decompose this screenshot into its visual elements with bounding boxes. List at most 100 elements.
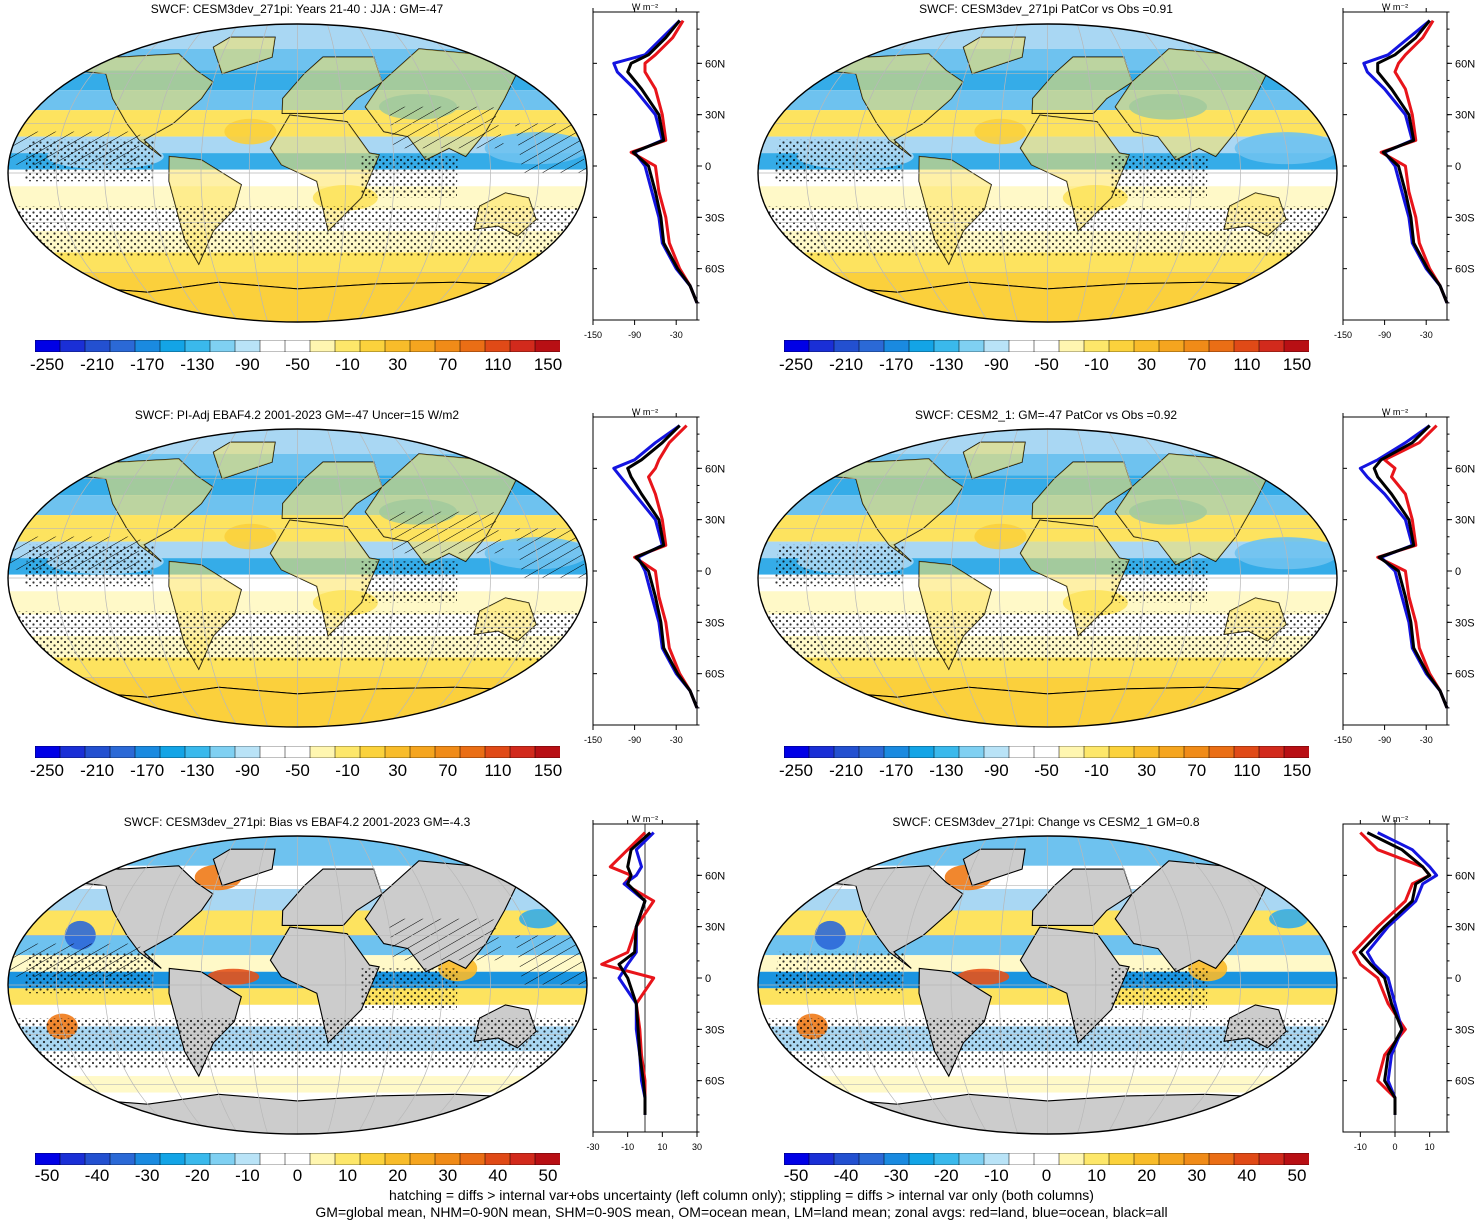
- colorbar-label: -10: [1084, 761, 1109, 780]
- footer-notes: hatching = diffs > internal var+obs unce…: [0, 1187, 1483, 1221]
- colorbar-swatch: [784, 1153, 810, 1165]
- colorbar-swatch: [309, 746, 336, 758]
- footer-line-1: hatching = diffs > internal var+obs unce…: [389, 1187, 1094, 1203]
- x-tick-label: 30: [692, 1142, 702, 1152]
- continent-greenland-field: [213, 37, 276, 74]
- colorbar-swatch: [534, 1153, 560, 1165]
- graticule-lon: [854, 836, 929, 1134]
- colorbar-swatch: [459, 340, 486, 352]
- panel-title: SWCF: CESM3dev_271pi PatCor vs Obs =0.91: [919, 2, 1173, 16]
- colorbar-swatch: [184, 340, 211, 352]
- graticule-lon: [446, 429, 540, 727]
- colorbar-label: -250: [29, 355, 65, 374]
- zonal-series-ocean: [612, 19, 699, 304]
- hatching: [387, 918, 505, 961]
- zonal-series-land: [1351, 831, 1432, 1115]
- map-field: [8, 836, 587, 1134]
- graticule-lon: [416, 24, 491, 322]
- map-border: [757, 23, 1338, 323]
- graticule-lon: [902, 836, 959, 1134]
- colorbar-swatch: [284, 340, 311, 352]
- colorbar-swatch: [509, 1153, 536, 1165]
- colorbar-swatch: [134, 340, 161, 352]
- map-field: [8, 429, 587, 727]
- lat-tick-label: 60N: [1455, 58, 1475, 70]
- lat-tick-label: 60N: [705, 58, 725, 70]
- colorbar-swatch: [1158, 1153, 1185, 1165]
- colorbar-swatch: [1058, 746, 1085, 758]
- colorbar-label: 30: [388, 761, 408, 780]
- graticule-lon: [950, 836, 989, 1134]
- x-tick-label: -10: [621, 1142, 634, 1152]
- colorbar: [784, 340, 1309, 352]
- colorbar-labels: -50 -40 -30 -20 -10 0 10 20 30 40 50: [784, 1166, 1309, 1188]
- graticule-lon: [1166, 24, 1241, 322]
- colorbar-swatch: [159, 340, 186, 352]
- lat-tick-label: 0: [705, 566, 711, 578]
- colorbar-swatch: [1183, 1153, 1210, 1165]
- colorbar-swatch: [259, 746, 286, 758]
- zonal-series-all: [617, 831, 652, 1115]
- graticule-lon: [1076, 836, 1097, 1134]
- colorbar-swatch: [109, 746, 136, 758]
- colorbar-labels: -50 -40 -30 -20 -10 0 10 20 30 40 50: [35, 1166, 560, 1188]
- lat-tick-label: 60S: [705, 264, 725, 276]
- colorbar-swatch: [359, 340, 386, 352]
- colorbar-swatch: [209, 1153, 236, 1165]
- continent-asia-field: [1115, 453, 1281, 565]
- continent-europe-field: [282, 57, 383, 114]
- colorbar: [35, 746, 560, 758]
- graticule-lon: [152, 429, 209, 727]
- graticule-lon: [950, 24, 989, 322]
- colorbar-label: 50: [538, 1166, 558, 1185]
- colorbar-swatch: [134, 746, 161, 758]
- colorbar-label: 40: [1237, 1166, 1257, 1185]
- colorbar-swatch: [1283, 1153, 1309, 1165]
- zonal-unit-label: W m⁻²: [1382, 2, 1408, 12]
- colorbar-swatch: [1083, 340, 1110, 352]
- colorbar-label: -10: [984, 1166, 1009, 1185]
- stippling: [1111, 561, 1208, 603]
- graticule-lon: [326, 429, 347, 727]
- zonal-average-plot: W m⁻² 60N 30N 0 30S 60S -30 -10 10 30: [586, 814, 725, 1152]
- zonal-unit-label: W m⁻²: [632, 814, 658, 824]
- colorbar-swatch: [933, 340, 960, 352]
- hatching: [8, 536, 141, 570]
- colorbar-swatch: [1008, 340, 1035, 352]
- x-tick-label: 10: [657, 1142, 667, 1152]
- colorbar-swatch: [184, 746, 211, 758]
- stippling: [774, 139, 905, 182]
- lat-tick-label: 30S: [1455, 1024, 1475, 1036]
- colorbar-label: -130: [180, 761, 215, 780]
- map-field: [8, 24, 587, 322]
- map-field: [758, 836, 1337, 1134]
- colorbar-label: -210: [80, 355, 115, 374]
- colorbar-label: 110: [484, 761, 512, 780]
- graticule-lon: [902, 24, 959, 322]
- graticule-lon: [1196, 429, 1290, 727]
- graticule-lon: [248, 836, 269, 1134]
- lat-tick-label: 60N: [1455, 463, 1475, 475]
- graticule-lon: [805, 836, 899, 1134]
- colorbar-swatch: [284, 746, 311, 758]
- colorbar-label: -250: [778, 761, 814, 780]
- colorbar-label: -50: [783, 1166, 809, 1185]
- continent-greenland-field: [213, 442, 276, 479]
- colorbar-swatch: [1033, 746, 1060, 758]
- world-map: [7, 23, 588, 323]
- colorbar-label: 0: [1041, 1166, 1052, 1185]
- colorbar-swatch: [808, 340, 835, 352]
- colorbar-swatch: [958, 1153, 985, 1165]
- colorbar-label: 30: [438, 1166, 458, 1185]
- colorbar-label: -170: [130, 355, 165, 374]
- colorbar-swatch: [434, 1153, 461, 1165]
- colorbar: [35, 340, 560, 352]
- colorbar-swatch: [1158, 746, 1185, 758]
- colorbar-swatch: [1008, 746, 1035, 758]
- lat-tick-label: 0: [1455, 973, 1461, 985]
- zonal-average-plot: W m⁻² 60N 30N 0 30S 60S -150 -90 -30: [1334, 407, 1475, 745]
- map-border: [7, 23, 588, 323]
- colorbar-label: -40: [84, 1166, 110, 1185]
- colorbar-swatch: [159, 1153, 186, 1165]
- lat-tick-label: 0: [1455, 161, 1461, 173]
